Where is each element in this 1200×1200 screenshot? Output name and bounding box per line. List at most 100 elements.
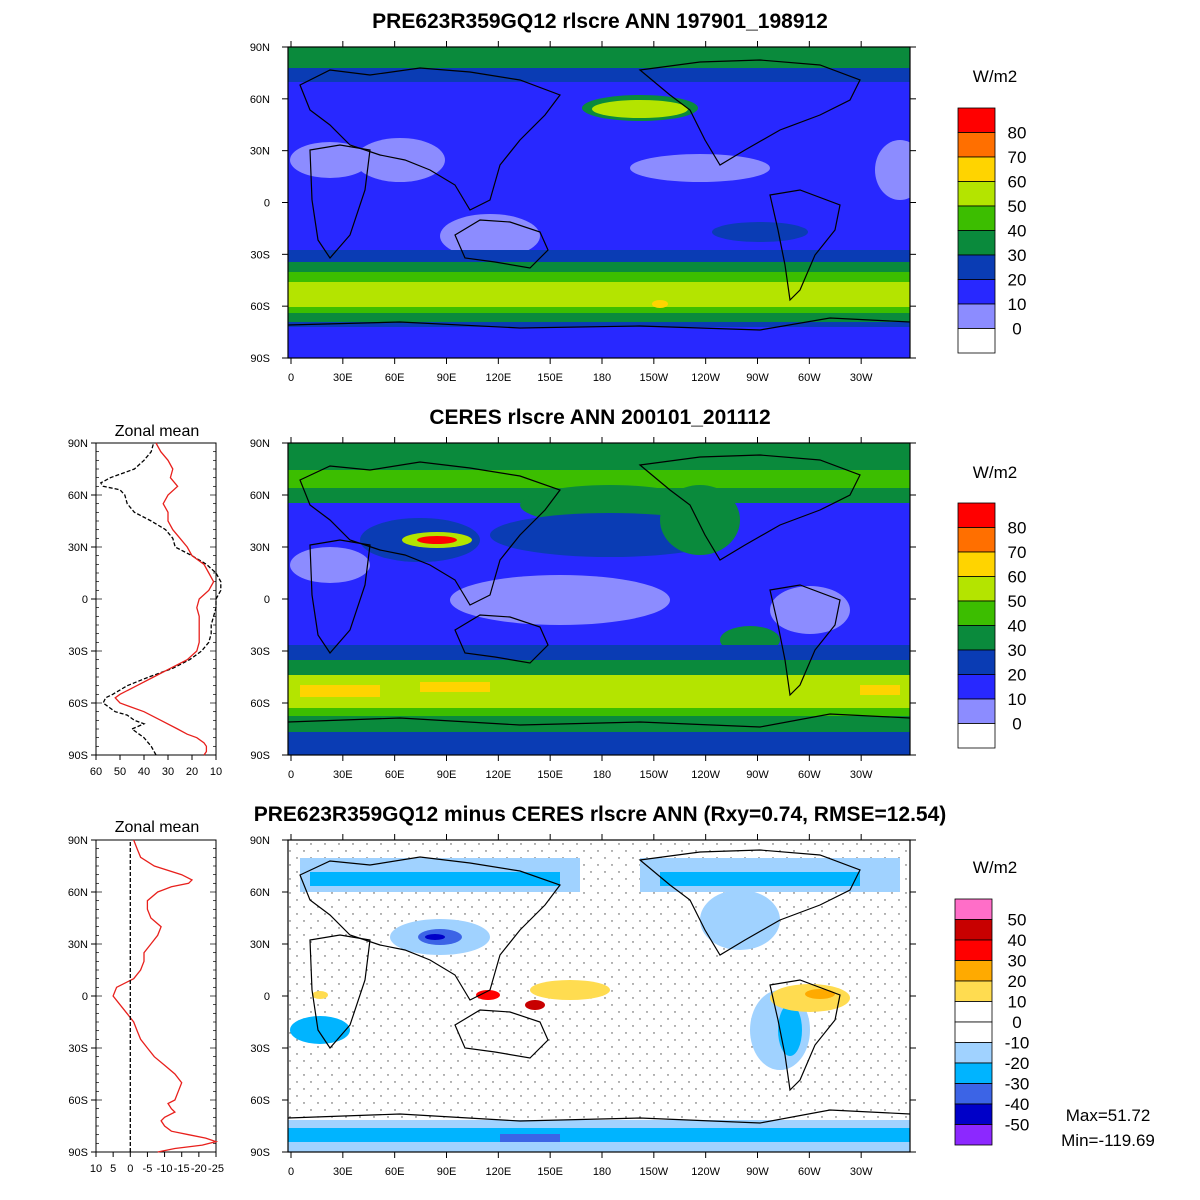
y-tick-label: 60N [250, 94, 270, 106]
panel3-axes: 0 30E 60E 90E 120E 150E 180 150W 120W 90W 60W 30W 90… [250, 834, 916, 1178]
y-tick-label: 30N [68, 542, 88, 554]
x-tick-label: 150E [537, 372, 563, 384]
y-tick-label: 90N [250, 438, 270, 450]
x-tick-label: 150E [537, 769, 563, 781]
colorbar-box [957, 625, 996, 651]
colorbar-box [957, 205, 996, 231]
colorbar-label: -10 [1005, 1034, 1030, 1053]
x-tick-label: 5 [110, 1163, 116, 1175]
x-tick-label: 90W [746, 372, 769, 384]
colorbar-box [954, 1124, 993, 1146]
x-tick-label: 120W [691, 1166, 720, 1178]
y-tick-label: 90S [250, 750, 270, 762]
x-tick-label: 180 [593, 1166, 611, 1178]
x-tick-label: 120E [485, 1166, 511, 1178]
colorbar-label: 40 [1008, 617, 1027, 636]
x-tick-label: 0 [288, 769, 294, 781]
colorbar-label: 10 [1008, 690, 1027, 709]
x-tick-label: -20 [191, 1163, 207, 1175]
x-tick-label: 0 [288, 1166, 294, 1178]
y-tick-label: 30N [68, 939, 88, 951]
x-tick-label: 120E [485, 372, 511, 384]
colorbar-box [954, 1103, 993, 1125]
x-tick-label: 90W [746, 769, 769, 781]
x-tick-label: 180 [593, 372, 611, 384]
x-tick-label: 120E [485, 769, 511, 781]
y-tick-label: 0 [264, 594, 270, 606]
y-tick-label: 30S [250, 646, 270, 658]
colorbar-label: 20 [1008, 666, 1027, 685]
colorbar-box [957, 527, 996, 553]
zonal-frame [95, 839, 217, 1153]
zonal-frame [95, 442, 217, 756]
colorbar-label: -40 [1005, 1095, 1030, 1114]
y-tick-label: 0 [82, 991, 88, 1003]
colorbar-box [957, 132, 996, 158]
x-tick-label: 60 [90, 766, 102, 778]
y-tick-label: 60S [250, 301, 270, 313]
zonal-series-line-1 [114, 442, 215, 756]
y-tick-label: 30S [68, 646, 88, 658]
x-tick-label: 30E [333, 769, 353, 781]
x-tick-label: 90E [437, 372, 457, 384]
y-tick-label: 30S [250, 249, 270, 261]
y-tick-label: 90S [250, 353, 270, 365]
y-tick-label: 90N [68, 438, 88, 450]
y-tick-label: 30S [250, 1043, 270, 1055]
y-tick-label: 60N [250, 490, 270, 502]
y-tick-label: 90N [250, 42, 270, 54]
x-tick-label: 50 [114, 766, 126, 778]
colorbar-label: 10 [1008, 295, 1027, 314]
colorbar-label: 70 [1008, 543, 1027, 562]
colorbar-label: 60 [1008, 173, 1027, 192]
colorbar-label: 50 [1008, 592, 1027, 611]
colorbar-label: -20 [1005, 1054, 1030, 1073]
panel1-map [288, 47, 910, 358]
x-tick-label: 180 [593, 769, 611, 781]
x-tick-label: 60E [385, 372, 405, 384]
colorbar-label: 40 [1008, 931, 1027, 950]
min-label: Min=-119.69 [1061, 1131, 1155, 1150]
y-tick-label: 60S [68, 698, 88, 710]
colorbar-label: 80 [1008, 124, 1027, 143]
y-tick-label: 90N [68, 835, 88, 847]
colorbar-box [957, 698, 996, 724]
x-tick-label: 150E [537, 1166, 563, 1178]
y-tick-label: 90N [250, 835, 270, 847]
colorbar-box [957, 156, 996, 182]
x-tick-label: 30 [162, 766, 174, 778]
x-tick-label: -5 [143, 1163, 153, 1175]
x-tick-label: 120W [691, 372, 720, 384]
panel3-map [288, 840, 910, 1152]
colorbar-label: -30 [1005, 1075, 1030, 1094]
colorbar-box [954, 960, 993, 982]
max-label: Max=51.72 [1066, 1106, 1151, 1125]
y-tick-label: 90S [68, 750, 88, 762]
zonal1-title: Zonal mean [115, 423, 200, 440]
colorbar-box [957, 649, 996, 675]
x-tick-label: -10 [157, 1163, 173, 1175]
x-tick-label: 0 [288, 372, 294, 384]
x-tick-label: 150W [639, 1166, 668, 1178]
zonal2-title: Zonal mean [115, 819, 200, 836]
colorbar-label: 30 [1008, 641, 1027, 660]
x-tick-label: 30W [850, 372, 873, 384]
x-tick-label: 30E [333, 1166, 353, 1178]
colorbar-box [954, 1083, 993, 1105]
colorbar-label: 30 [1008, 952, 1027, 971]
panel2-map [288, 443, 910, 755]
panel2-colorbar: 80 70 60 50 40 30 20 10 0 [957, 502, 1027, 749]
x-tick-label: 90W [746, 1166, 769, 1178]
y-tick-label: 30N [250, 146, 270, 158]
panel1-colorbar: 80 70 60 50 40 30 20 10 0 [957, 107, 1027, 354]
x-tick-label: 90E [437, 1166, 457, 1178]
colorbar-box [954, 898, 993, 920]
y-tick-label: 30N [250, 939, 270, 951]
x-tick-label: 120W [691, 769, 720, 781]
x-tick-label: 10 [210, 766, 222, 778]
colorbar-box [957, 674, 996, 700]
y-tick-label: 0 [264, 991, 270, 1003]
colorbar-box [954, 939, 993, 961]
colorbar-box [957, 279, 996, 305]
colorbar-box [957, 107, 996, 133]
